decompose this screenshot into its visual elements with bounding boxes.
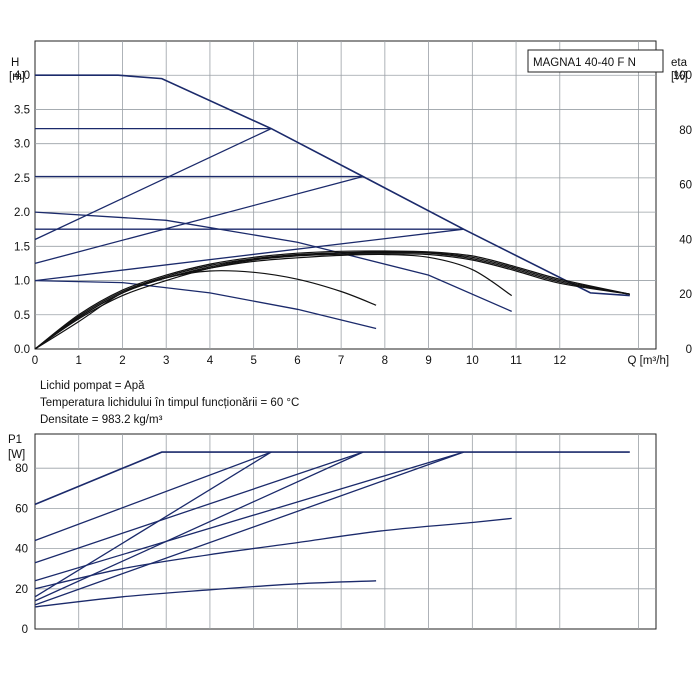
qh-y-tick-label: 1.0	[14, 276, 30, 288]
model-label: MAGNA1 40-40 F N	[533, 57, 636, 69]
qh-curve-prop-pressure	[34, 228, 464, 282]
qh-x-tick-label: 9	[425, 355, 431, 367]
qh-x-tick-label: 0	[32, 355, 38, 367]
qh-ylabel-symbol: H	[11, 57, 19, 69]
p1-curve-const-pressure	[34, 451, 464, 606]
p1-curve-prop-pressure	[34, 451, 364, 564]
p1-y-tick-label: 80	[15, 463, 28, 475]
qh-y-tick-label: 3.5	[14, 104, 30, 116]
qh-y-tick-label: 1.5	[14, 241, 30, 253]
qh-x-tick-label: 4	[207, 355, 214, 367]
qh-x-tick-label: 5	[250, 355, 256, 367]
qh-grid	[35, 41, 656, 349]
eta-tick-label: 60	[679, 180, 692, 192]
p1-ylabel-unit: [W]	[8, 449, 25, 461]
eta-curve	[34, 270, 377, 350]
eta-ylabel-unit: [%]	[671, 71, 688, 83]
eta-curve	[34, 251, 630, 350]
fluid-info-line-1: Lichid pompat = Apă	[40, 380, 145, 392]
qh-plot-frame	[34, 40, 657, 350]
p1-curves	[34, 451, 630, 608]
eta-curve	[34, 250, 630, 350]
p1-ylabel-symbol: P1	[8, 434, 22, 446]
eta-curves	[34, 250, 630, 350]
qh-y-tick-label: 2.5	[14, 173, 30, 185]
model-label-box	[527, 49, 664, 73]
qh-y-tick-label: 3.0	[14, 139, 30, 151]
p1-plot-frame	[34, 433, 657, 630]
qh-x-tick-label: 2	[119, 355, 125, 367]
p1-curve-prop-pressure	[34, 451, 272, 542]
qh-x-tick-label: 7	[338, 355, 344, 367]
qh-x-tick-label: 6	[294, 355, 300, 367]
eta-tick-label: 20	[679, 289, 692, 301]
p1-y-tick-label: 40	[15, 544, 28, 556]
qh-curve-curve	[34, 279, 377, 330]
p1-grid	[35, 434, 656, 629]
qh-axis: 0 1 2 3 4 5 6 7 8 9 10 11 12 Q [m³/h]0.00.51.01.52.02…	[14, 70, 692, 367]
qh-x-tick-label: 11	[510, 355, 522, 367]
p1-curve-curve	[34, 517, 512, 590]
qh-ylabel-unit: [m]	[9, 71, 25, 83]
eta-curve	[34, 253, 513, 350]
qh-y-tick-label: 0.5	[14, 310, 30, 322]
qh-x-tick-label: 3	[163, 355, 169, 367]
eta-tick-label: 80	[679, 125, 692, 137]
p1-y-tick-label: 0	[22, 624, 28, 636]
eta-curve	[34, 251, 630, 350]
eta-tick-label: 40	[679, 234, 692, 246]
eta-ylabel-symbol: eta	[671, 57, 688, 69]
qh-x-tick-label: 12	[553, 355, 566, 367]
p1-axis: 0 20 40 60 80	[15, 463, 28, 636]
qh-x-axis-label: Q [m³/h]	[628, 355, 670, 367]
fluid-info-line-2: Temperatura lichidului în timpul funcțio…	[40, 397, 299, 409]
qh-y-tick-label: 4.0	[14, 70, 30, 82]
p1-curve-prop-pressure	[34, 451, 464, 582]
qh-curve-curve	[34, 211, 512, 312]
qh-y-tick-label: 0.0	[14, 344, 30, 356]
eta-tick-label: 0	[686, 344, 692, 356]
eta-curve	[34, 253, 630, 350]
p1-curve-const-pressure	[34, 451, 364, 602]
p1-curve-const-pressure	[34, 451, 272, 598]
qh-curve-max-curve	[35, 74, 630, 297]
p1-y-tick-label: 20	[15, 584, 28, 596]
p1-curve-max	[34, 451, 630, 506]
p1-y-tick-label: 60	[15, 503, 28, 515]
p1-curve-curve	[34, 580, 377, 608]
qh-y-tick-label: 2.0	[14, 207, 30, 219]
qh-x-tick-label: 10	[466, 355, 479, 367]
qh-x-tick-label: 8	[382, 355, 388, 367]
qh-x-tick-label: 1	[76, 355, 82, 367]
eta-tick-label: 100	[673, 70, 692, 82]
qh-curve-prop-pressure	[34, 175, 364, 265]
fluid-info-line-3: Densitate = 983.2 kg/m³	[40, 414, 163, 426]
qh-curve-prop-pressure	[34, 128, 272, 241]
